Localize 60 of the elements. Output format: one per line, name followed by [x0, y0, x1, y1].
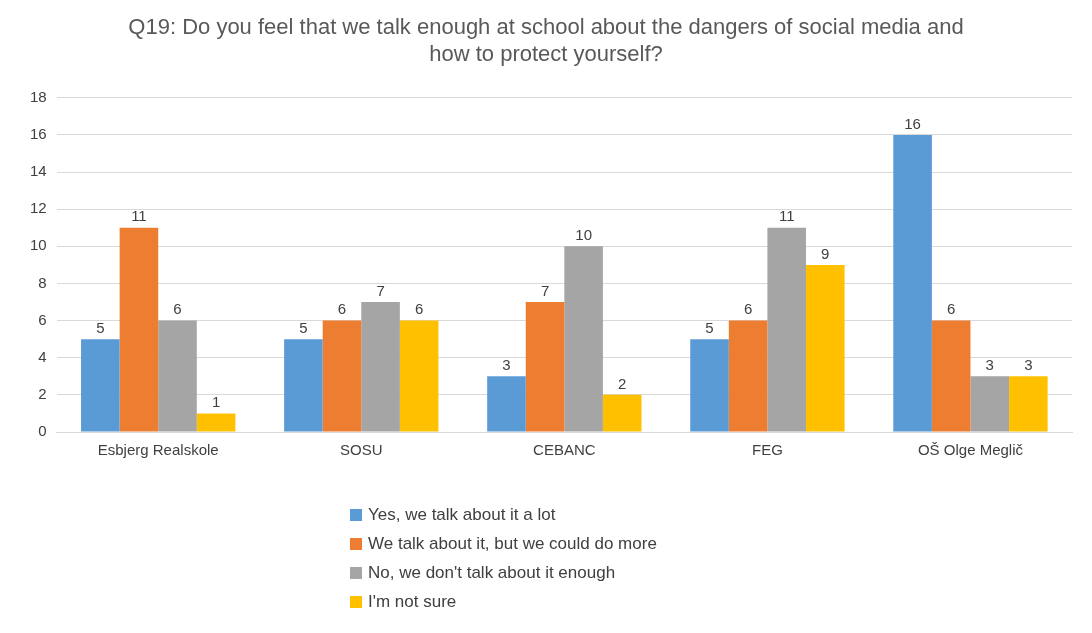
y-tick-label: 0: [38, 422, 47, 440]
y-tick-label: 18: [30, 87, 47, 105]
x-tick-label: FEG: [751, 441, 783, 459]
bar: [602, 394, 642, 432]
x-tick-label: CEBANC: [533, 441, 596, 459]
data-label: 3: [502, 355, 511, 373]
y-tick-label: 6: [38, 310, 47, 328]
data-label: 3: [1024, 355, 1033, 373]
bar: [805, 264, 845, 432]
x-tick-label: SOSU: [340, 441, 383, 459]
bar: [361, 302, 400, 432]
data-label: 3: [985, 355, 994, 373]
legend-label: Yes, we talk about it a lot: [368, 504, 556, 525]
data-label: 7: [540, 281, 550, 299]
data-label: 6: [173, 300, 182, 318]
bar: [690, 339, 729, 432]
y-tick-label: 2: [38, 385, 47, 403]
data-label: 2: [618, 374, 627, 392]
data-label: 10: [575, 225, 592, 243]
data-label: 6: [947, 300, 956, 318]
bar: [767, 227, 806, 432]
data-label: 6: [743, 300, 753, 318]
data-label: 7: [376, 281, 385, 299]
bar: [399, 320, 439, 432]
legend-label: I'm not sure: [368, 591, 457, 612]
y-tick-label: 10: [30, 236, 47, 254]
bar: [525, 302, 565, 432]
bar: [487, 376, 526, 432]
y-tick-label: 16: [30, 125, 47, 143]
data-label: 6: [337, 300, 347, 318]
x-tick-label: OŠ Olge Meglič: [917, 441, 1024, 459]
y-tick-label: 12: [30, 199, 47, 217]
data-label: 1: [211, 393, 221, 411]
bar: [564, 246, 603, 432]
data-label: 9: [821, 244, 830, 262]
bar: [893, 134, 932, 432]
x-tick-label: Esbjerg Realskole: [97, 441, 219, 459]
y-tick-label: 8: [38, 273, 47, 291]
bar: [1009, 376, 1048, 432]
bar: [931, 320, 971, 432]
bar: [81, 339, 120, 432]
data-label: 5: [705, 318, 714, 336]
data-label: 5: [299, 318, 308, 336]
bar: [196, 413, 236, 432]
bar: [158, 320, 197, 432]
bar: [728, 320, 768, 432]
bar: [322, 320, 362, 432]
bar: [284, 339, 323, 432]
data-label: 16: [904, 114, 921, 132]
data-label: 11: [131, 207, 147, 225]
data-label: 5: [96, 318, 105, 336]
legend-label: We talk about it, but we could do more: [368, 533, 657, 554]
bar: [970, 376, 1010, 432]
chart-title: Q19: Do you feel that we talk enough at school about the dangers of social media and how to protect yourself?: [128, 14, 964, 66]
legend-label: No, we don't talk about it enough: [368, 562, 616, 583]
data-label: 11: [778, 207, 795, 225]
bar: [119, 227, 159, 432]
y-tick-label: 14: [30, 162, 47, 180]
y-tick-label: 4: [38, 347, 47, 365]
data-label: 6: [414, 300, 424, 318]
